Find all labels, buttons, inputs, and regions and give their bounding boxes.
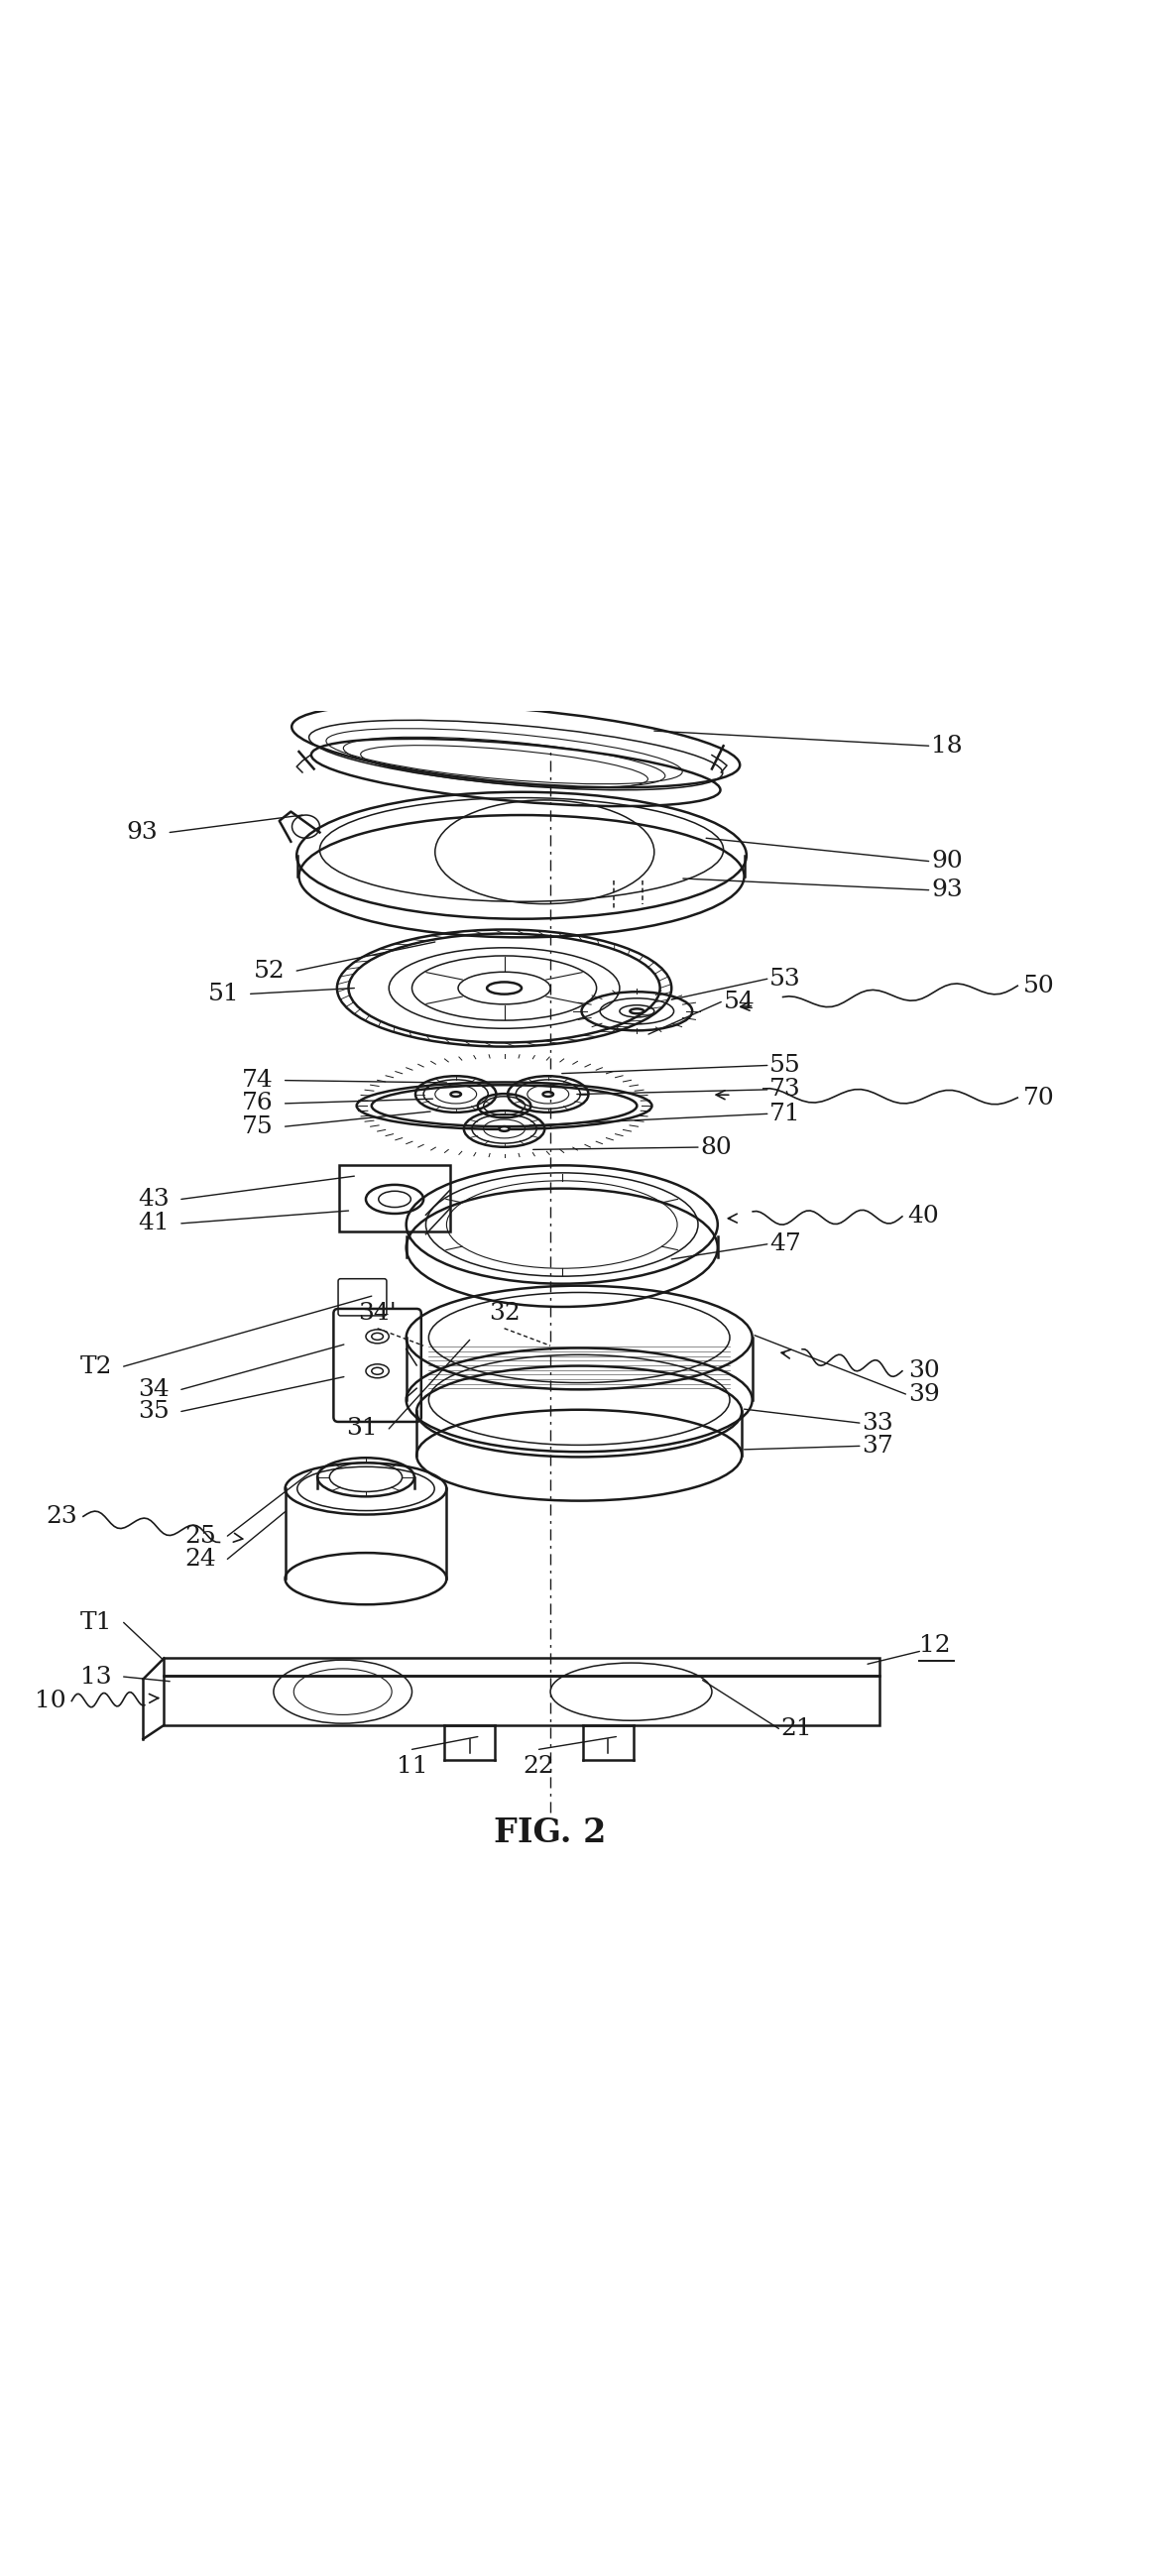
Text: 70: 70	[1024, 1087, 1055, 1110]
Text: 34': 34'	[358, 1301, 397, 1324]
Text: 71: 71	[770, 1103, 801, 1126]
Text: FIG. 2: FIG. 2	[494, 1816, 606, 1850]
Ellipse shape	[372, 1368, 383, 1376]
Ellipse shape	[450, 1092, 461, 1097]
Text: 52: 52	[254, 958, 285, 981]
Text: 93: 93	[931, 878, 963, 902]
Text: 37: 37	[862, 1435, 894, 1458]
Text: 18: 18	[931, 734, 963, 757]
Text: 32: 32	[489, 1301, 519, 1324]
Text: 54: 54	[723, 992, 755, 1012]
Text: 22: 22	[523, 1754, 555, 1777]
Text: 10: 10	[35, 1690, 66, 1713]
Text: 24: 24	[185, 1548, 216, 1571]
Ellipse shape	[372, 1332, 383, 1340]
Text: 11: 11	[397, 1754, 427, 1777]
Text: 80: 80	[701, 1136, 731, 1159]
Text: 35: 35	[138, 1399, 170, 1422]
Text: 12: 12	[920, 1633, 951, 1656]
Ellipse shape	[629, 1010, 644, 1012]
Text: 21: 21	[782, 1718, 812, 1739]
Text: 40: 40	[908, 1206, 940, 1229]
Text: 33: 33	[862, 1412, 894, 1435]
Ellipse shape	[500, 1126, 509, 1131]
Text: T1: T1	[80, 1610, 112, 1633]
Text: 13: 13	[81, 1664, 112, 1687]
Text: 34: 34	[138, 1378, 170, 1401]
Text: 93: 93	[126, 822, 158, 845]
Text: T2: T2	[80, 1355, 112, 1378]
Text: 39: 39	[908, 1383, 940, 1406]
Text: 47: 47	[770, 1234, 801, 1255]
Text: 76: 76	[242, 1092, 274, 1115]
Text: 74: 74	[242, 1069, 274, 1092]
Text: 23: 23	[46, 1504, 77, 1528]
Ellipse shape	[543, 1092, 553, 1097]
Text: 30: 30	[908, 1360, 940, 1383]
Text: 90: 90	[931, 850, 963, 873]
Text: 31: 31	[346, 1417, 378, 1440]
Text: 53: 53	[770, 969, 801, 989]
Text: 43: 43	[138, 1188, 170, 1211]
Text: 41: 41	[138, 1211, 170, 1234]
Text: 75: 75	[242, 1115, 274, 1139]
Text: 73: 73	[770, 1079, 801, 1100]
Text: 50: 50	[1024, 974, 1055, 997]
Ellipse shape	[487, 981, 522, 994]
Text: 25: 25	[185, 1525, 216, 1548]
Text: 51: 51	[207, 981, 239, 1005]
Text: 55: 55	[770, 1054, 801, 1077]
